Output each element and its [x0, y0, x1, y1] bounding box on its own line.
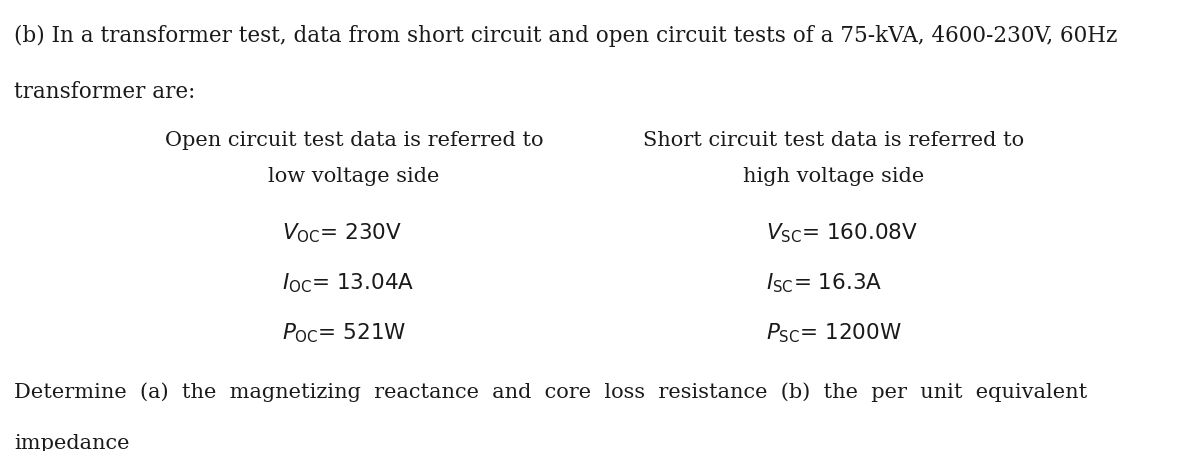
Text: $P_{\mathrm{OC}}$= 521W: $P_{\mathrm{OC}}$= 521W: [282, 320, 407, 344]
Text: $V_{\mathrm{OC}}$= 230V: $V_{\mathrm{OC}}$= 230V: [282, 221, 402, 244]
Text: Determine  (a)  the  magnetizing  reactance  and  core  loss  resistance  (b)  t: Determine (a) the magnetizing reactance …: [14, 381, 1087, 401]
Text: Open circuit test data is referred to: Open circuit test data is referred to: [164, 131, 544, 150]
Text: Short circuit test data is referred to: Short circuit test data is referred to: [643, 131, 1025, 150]
Text: low voltage side: low voltage side: [269, 167, 439, 186]
Text: $I_{\mathrm{OC}}$= 13.04A: $I_{\mathrm{OC}}$= 13.04A: [282, 271, 414, 294]
Text: $V_{\mathrm{SC}}$= 160.08V: $V_{\mathrm{SC}}$= 160.08V: [766, 221, 918, 244]
Text: high voltage side: high voltage side: [743, 167, 925, 186]
Text: $P_{\mathrm{SC}}$= 1200W: $P_{\mathrm{SC}}$= 1200W: [766, 320, 901, 344]
Text: impedance: impedance: [14, 433, 130, 451]
Text: (b) In a transformer test, data from short circuit and open circuit tests of a 7: (b) In a transformer test, data from sho…: [14, 25, 1117, 47]
Text: transformer are:: transformer are:: [14, 81, 196, 103]
Text: $I_{\mathrm{SC}}$= 16.3A: $I_{\mathrm{SC}}$= 16.3A: [766, 271, 882, 294]
